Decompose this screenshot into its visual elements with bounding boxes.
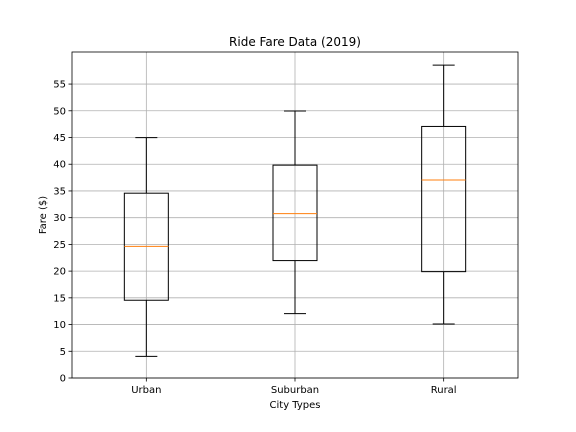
y-tick-label: 45 — [53, 133, 66, 144]
x-tick-label: Rural — [431, 385, 457, 396]
chart-title: Ride Fare Data (2019) — [229, 35, 361, 49]
box-rural — [421, 64, 467, 325]
y-tick-label: 5 — [60, 347, 66, 358]
y-tick-label: 25 — [53, 240, 66, 251]
box-suburban — [272, 110, 318, 315]
x-tick-label: Urban — [131, 385, 161, 396]
box-urban — [123, 137, 169, 357]
box-layer — [123, 64, 467, 357]
y-tick-label: 35 — [53, 186, 66, 197]
grid-layer — [72, 52, 518, 379]
y-tick-label: 10 — [53, 320, 66, 331]
iqr-box — [272, 164, 318, 262]
y-tick-label: 40 — [53, 160, 66, 171]
y-tick-label: 15 — [53, 293, 66, 304]
y-axis-label: Fare ($) — [38, 196, 49, 234]
y-tick-label: 50 — [53, 106, 66, 117]
y-tick-label: 55 — [53, 80, 66, 91]
x-axis-label: City Types — [270, 400, 321, 411]
iqr-box — [421, 125, 467, 273]
y-tick-label: 30 — [53, 213, 66, 224]
tick-layer: 0 5 10 15 20 25 30 35 40 45 50 55 Urban Suburban Rural — [53, 80, 456, 396]
x-tick-label: Suburban — [271, 385, 319, 396]
y-tick-label: 20 — [53, 267, 66, 278]
y-tick-label: 0 — [60, 374, 66, 385]
